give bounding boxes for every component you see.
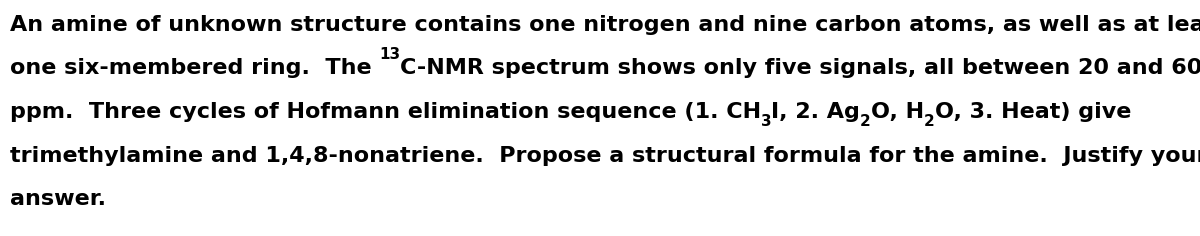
Text: 13: 13 [379,47,400,62]
Text: O, 3. Heat) give: O, 3. Heat) give [935,102,1132,122]
Text: I, 2. Ag: I, 2. Ag [772,102,860,122]
Text: 3: 3 [761,114,772,129]
Text: C-NMR spectrum shows only five signals, all between 20 and 60: C-NMR spectrum shows only five signals, … [400,58,1200,78]
Text: 2: 2 [860,114,871,129]
Text: answer.: answer. [10,189,106,209]
Text: An amine of unknown structure contains one nitrogen and nine carbon atoms, as we: An amine of unknown structure contains o… [10,15,1200,35]
Text: O, H: O, H [871,102,924,122]
Text: one six-membered ring.  The: one six-membered ring. The [10,58,379,78]
Text: ppm.  Three cycles of Hofmann elimination sequence (1. CH: ppm. Three cycles of Hofmann elimination… [10,102,761,122]
Text: 2: 2 [924,114,935,129]
Text: trimethylamine and 1,4,8-nonatriene.  Propose a structural formula for the amine: trimethylamine and 1,4,8-nonatriene. Pro… [10,146,1200,166]
